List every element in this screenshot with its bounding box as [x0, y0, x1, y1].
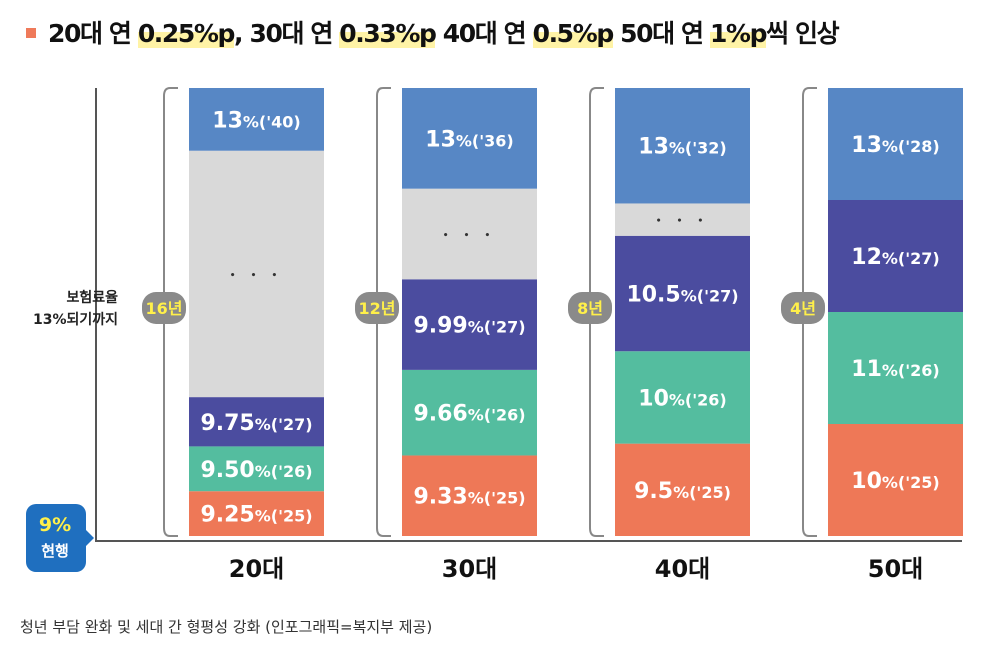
title-text-segment: 40대 연: [435, 19, 533, 48]
duration-badge: [568, 292, 612, 324]
title-highlight: 0.25%p: [137, 19, 235, 48]
bar-segment-gap: [189, 150, 324, 398]
duration-badge-label: 12년: [359, 299, 396, 318]
bar-segment-y2: [828, 312, 963, 424]
bar-segment-y1: [402, 455, 537, 536]
segment-rate-label: 9.5%('25): [634, 479, 731, 504]
bar-group-30대: 9.33%('25) 9.66%('26) 9.99%('27) • • • 13%('…: [355, 87, 537, 583]
bar-segment-gap: [402, 188, 537, 280]
gap-ellipsis: • • •: [230, 271, 284, 281]
chart-title: 20대 연 0.25%p, 30대 연 0.33%p 40대 연 0.5%p 5…: [26, 14, 840, 54]
bar-segment-y1: [828, 424, 963, 536]
bar-group-50대: 10%('25) 11%('26) 12%('27) 13%('28) 4년 50대: [781, 87, 963, 583]
duration-badge: [142, 292, 186, 324]
chart-title-text: 20대 연 0.25%p, 30대 연 0.33%p 40대 연 0.5%p 5…: [48, 19, 840, 48]
x-tick-label: 50대: [868, 555, 923, 583]
x-tick-label: 40대: [655, 555, 710, 583]
segment-rate-label: 13%('32): [638, 135, 726, 160]
bar-segment-target: [828, 88, 963, 200]
gap-ellipsis: • • •: [656, 217, 710, 227]
bar-groups: 9.25%('25) 9.50%('26) 9.75%('27) • • • 13%('…: [142, 87, 963, 583]
segment-rate-label: 10.5%('27): [626, 283, 738, 308]
bar-segment-y3: [402, 279, 537, 370]
bar-segment-gap: [615, 203, 750, 236]
segment-rate-label: 9.66%('26): [413, 402, 525, 427]
segment-rate-label: 12%('27): [851, 245, 939, 270]
y-axis-label-line-1: 보험료율 13%되기까지: [33, 289, 118, 328]
segment-rate-label: 9.75%('27): [200, 411, 312, 436]
bar-segment-y1: [615, 443, 750, 536]
segment-rate-label: 13%('36): [425, 127, 513, 152]
duration-badge: [355, 292, 399, 324]
bar-segment-y3: [189, 397, 324, 447]
segment-rate-label: 10%('26): [638, 386, 726, 411]
x-tick-label: 20대: [229, 555, 284, 583]
segment-rate-label: 9.25%('25): [200, 503, 312, 528]
segment-rate-label: 9.33%('25): [413, 485, 525, 510]
image-caption: 청년 부담 완화 및 세대 간 형평성 강화 (인포그래픽=복지부 제공): [20, 618, 433, 636]
duration-badge-label: 8년: [577, 299, 603, 318]
title-highlight: 1%p: [709, 19, 767, 48]
current-rate-value: 9%: [39, 514, 71, 536]
duration-badge: [781, 292, 825, 324]
title-text-segment: , 30대 연: [234, 19, 340, 48]
segment-rate-label: 10%('25): [851, 469, 939, 494]
bar-segment-y2: [402, 369, 537, 456]
segment-rate-label: 13%('40): [212, 108, 300, 133]
duration-badge-label: 16년: [146, 299, 183, 318]
gap-ellipsis: • • •: [443, 231, 497, 241]
bar-segment-y3: [615, 235, 750, 352]
current-rate-caption: 현행: [41, 542, 69, 560]
title-text-segment: 씩 인상: [766, 19, 840, 48]
bar-group-20대: 9.25%('25) 9.50%('26) 9.75%('27) • • • 13%('…: [142, 87, 324, 583]
bar-segment-y3: [828, 200, 963, 312]
current-rate-badge-shape: [26, 504, 94, 572]
duration-badge-label: 4년: [790, 299, 816, 318]
segment-rate-label: 9.99%('27): [413, 314, 525, 339]
bar-segment-y1: [189, 491, 324, 536]
title-highlight: 0.5%p: [532, 19, 614, 48]
bar-segment-target: [615, 88, 750, 204]
title-bullet-icon: [26, 28, 36, 38]
bar-segment-target: [402, 88, 537, 189]
segment-rate-label: 13%('28): [851, 133, 939, 158]
bar-segment-target: [189, 88, 324, 151]
bar-segment-y2: [615, 351, 750, 444]
title-text-segment: 50대 연: [612, 19, 710, 48]
current-rate-badge: 9% 현행: [26, 504, 94, 572]
x-tick-label: 30대: [442, 555, 497, 583]
title-highlight: 0.33%p: [339, 19, 437, 48]
bar-group-40대: 9.5%('25) 10%('26) 10.5%('27) • • • 13%('32)…: [568, 87, 750, 583]
title-text-segment: 20대 연: [48, 19, 138, 48]
stacked-rate-chart: 보험료율 13%되기까지 9% 현행 9.25%('25)9.50%('26)9.…: [26, 87, 963, 583]
bar-segment-y2: [189, 446, 324, 492]
segment-rate-label: 11%('26): [851, 357, 939, 382]
segment-rate-label: 9.50%('26): [200, 458, 312, 483]
